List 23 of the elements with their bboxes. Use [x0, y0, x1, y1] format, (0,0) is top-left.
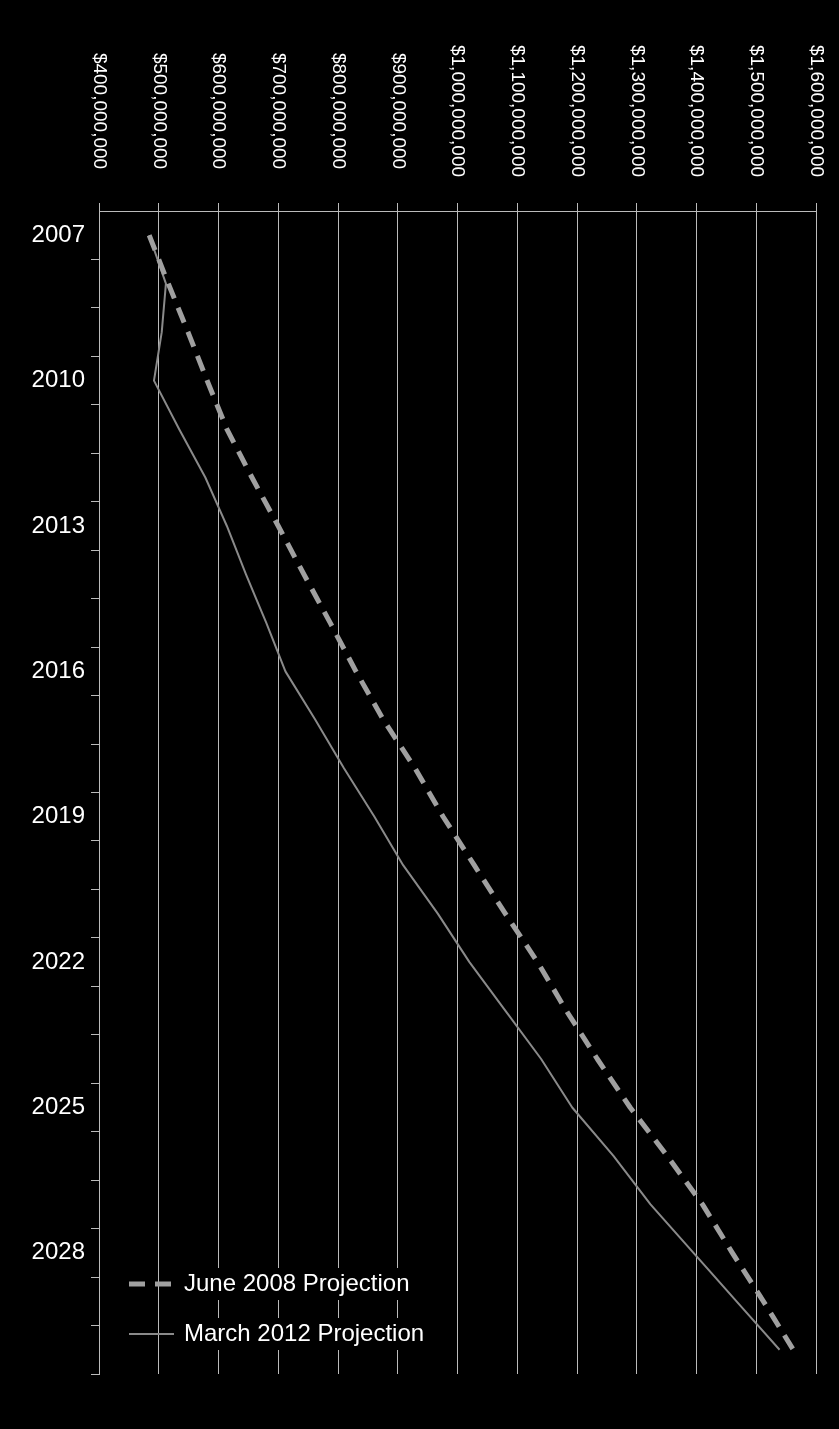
x-tick-label: $1,400,000,000 [687, 44, 709, 178]
x-tick-label: $700,000,000 [269, 52, 291, 170]
x-tick-label: $800,000,000 [328, 52, 350, 170]
y-tick-label: 2025 [31, 1092, 85, 1120]
x-tick-label: $400,000,000 [89, 52, 111, 170]
y-tick-label: 2016 [31, 655, 85, 683]
y-tick-label: 2019 [31, 801, 85, 829]
x-tick-label: $600,000,000 [209, 52, 231, 170]
legend-label: June 2008 Projection [184, 1268, 410, 1296]
legend-label: March 2012 Projection [184, 1318, 425, 1346]
x-tick-label: $1,600,000,000 [806, 44, 828, 178]
x-tick-label: $1,500,000,000 [747, 44, 769, 178]
x-tick-label: $500,000,000 [149, 52, 171, 170]
y-tick-label: 2022 [31, 946, 85, 974]
x-tick-label: $900,000,000 [388, 52, 410, 170]
x-tick-label: $1,000,000,000 [448, 44, 470, 178]
x-tick-label: $1,300,000,000 [627, 44, 649, 178]
y-tick-label: 2007 [31, 219, 85, 247]
x-tick-label: $1,200,000,000 [567, 44, 589, 178]
y-tick-label: 2013 [31, 510, 85, 538]
y-tick-label: 2028 [31, 1237, 85, 1265]
x-tick-label: $1,100,000,000 [508, 44, 530, 178]
y-tick-label: 2010 [31, 365, 85, 393]
